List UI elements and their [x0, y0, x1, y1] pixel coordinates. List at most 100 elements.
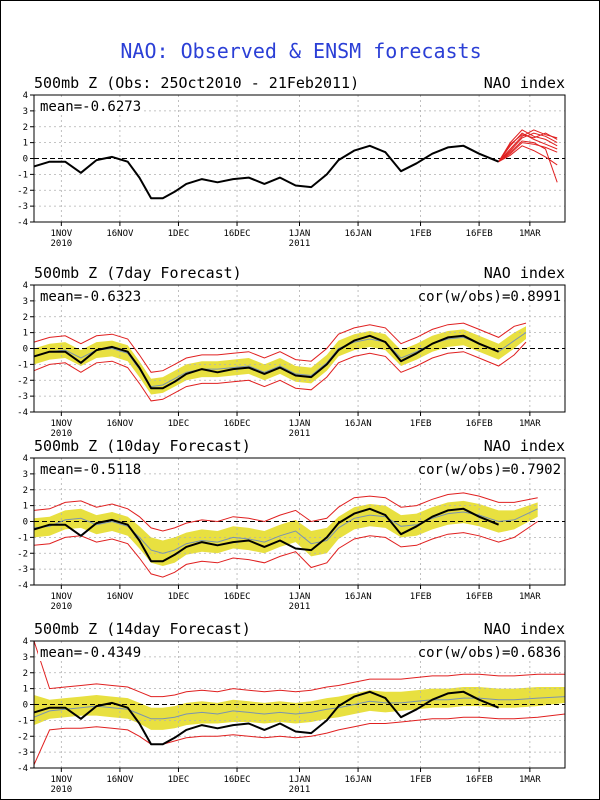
forecast-max-line — [33, 492, 538, 532]
y-tick-label: -1 — [17, 170, 28, 180]
y-tick-label: 3 — [23, 107, 28, 117]
panel-right-title: NAO index — [484, 620, 565, 638]
y-tick-label: -1 — [17, 360, 28, 370]
x-tick-year-label: 2011 — [289, 429, 311, 439]
y-tick-label: 1 — [23, 685, 28, 695]
ensemble-member-line — [498, 129, 558, 163]
x-tick-label: 1NOV — [50, 419, 72, 429]
y-tick-label: 4 — [23, 91, 28, 101]
correlation-label: cor(w/obs)=0.6836 — [418, 645, 561, 661]
observed-line — [33, 507, 499, 563]
x-tick-year-label: 2011 — [289, 239, 311, 249]
mean-label: mean=-0.6273 — [40, 99, 141, 115]
x-tick-label: 16NOV — [106, 229, 134, 239]
y-tick-label: 4 — [23, 637, 28, 647]
x-tick-label: 1DEC — [168, 775, 190, 785]
y-tick-label: -3 — [17, 392, 28, 402]
x-tick-label: 16DEC — [223, 592, 250, 602]
x-tick-label: 1FEB — [410, 592, 432, 602]
x-tick-label: 1DEC — [168, 592, 190, 602]
forecast-min-line — [33, 521, 538, 578]
y-tick-label: -2 — [17, 186, 28, 196]
ensemble-member-line — [498, 132, 558, 163]
x-tick-label: 1NOV — [50, 592, 72, 602]
x-tick-label: 16NOV — [106, 592, 134, 602]
observed-line — [33, 690, 499, 746]
x-tick-year-label: 2010 — [50, 429, 72, 439]
y-tick-label: 4 — [23, 281, 28, 291]
ensemble-member-line — [498, 142, 558, 163]
x-tick-label: 1MAR — [519, 592, 541, 602]
forecast-mean-line — [33, 508, 538, 554]
x-tick-label: 16NOV — [106, 419, 134, 429]
correlation-label: cor(w/obs)=0.8991 — [418, 289, 561, 305]
x-tick-label: 16JAN — [345, 419, 372, 429]
spread-band — [34, 500, 538, 566]
x-tick-label: 16FEB — [466, 592, 493, 602]
panel-right-title: NAO index — [484, 264, 565, 282]
observed-line — [33, 144, 499, 200]
panel-title: 500mb Z (10day Forecast) — [34, 437, 251, 455]
x-tick-label: 1MAR — [519, 419, 541, 429]
x-tick-label: 16DEC — [223, 775, 250, 785]
forecast-max-line — [33, 640, 565, 698]
x-tick-year-label: 2010 — [50, 239, 72, 249]
y-tick-label: -3 — [17, 748, 28, 758]
mean-label-background — [38, 99, 144, 115]
panel-right-title: NAO index — [484, 437, 565, 455]
forecast-mean-line — [33, 696, 566, 720]
x-tick-year-label: 2010 — [50, 602, 72, 612]
ensemble-member-line — [498, 140, 558, 183]
y-tick-label: -4 — [17, 218, 28, 228]
y-tick-label: 0 — [23, 701, 28, 711]
x-tick-label: 1FEB — [410, 775, 432, 785]
spread-band — [34, 687, 565, 730]
x-tick-label: 16FEB — [466, 775, 493, 785]
y-tick-label: 2 — [23, 123, 28, 133]
y-tick-label: 1 — [23, 502, 28, 512]
y-tick-label: 3 — [23, 470, 28, 480]
y-tick-label: 1 — [23, 139, 28, 149]
x-tick-label: 1NOV — [50, 229, 72, 239]
correlation-label-background — [415, 462, 563, 478]
x-tick-label: 1FEB — [410, 419, 432, 429]
forecast-max-line — [33, 322, 527, 373]
observed-line — [33, 334, 499, 390]
x-tick-label: 1JAN — [289, 229, 311, 239]
x-tick-label: 1FEB — [410, 229, 432, 239]
x-tick-label: 1JAN — [289, 775, 311, 785]
y-tick-label: -2 — [17, 549, 28, 559]
correlation-label-background — [415, 645, 563, 661]
y-tick-label: -4 — [17, 764, 28, 774]
y-tick-label: -1 — [17, 716, 28, 726]
y-tick-label: -2 — [17, 732, 28, 742]
correlation-label: cor(w/obs)=0.7902 — [418, 462, 561, 478]
y-tick-label: 4 — [23, 454, 28, 464]
x-tick-label: 1MAR — [519, 775, 541, 785]
panel-title: 500mb Z (Obs: 25Oct2010 - 21Feb2011) — [34, 74, 359, 92]
panel-title: 500mb Z (14day Forecast) — [34, 620, 251, 638]
figure-title: NAO: Observed & ENSM forecasts — [120, 39, 482, 63]
y-tick-label: 0 — [23, 518, 28, 528]
mean-label: mean=-0.4349 — [40, 645, 141, 661]
x-tick-year-label: 2010 — [50, 785, 72, 795]
x-tick-label: 16DEC — [223, 419, 250, 429]
spread-band — [34, 326, 526, 395]
forecast-min-line — [33, 341, 527, 402]
x-tick-label: 16DEC — [223, 229, 250, 239]
panel-title: 500mb Z (7day Forecast) — [34, 264, 242, 282]
y-tick-label: -2 — [17, 376, 28, 386]
x-tick-label: 16NOV — [106, 775, 134, 785]
correlation-label-background — [415, 289, 563, 305]
x-tick-year-label: 2011 — [289, 785, 311, 795]
y-tick-label: 2 — [23, 669, 28, 679]
x-tick-label: 1NOV — [50, 775, 72, 785]
x-tick-year-label: 2011 — [289, 602, 311, 612]
x-tick-label: 16JAN — [345, 592, 372, 602]
ensemble-member-line — [498, 145, 558, 166]
x-tick-label: 16FEB — [466, 419, 493, 429]
mean-label-background — [38, 645, 144, 661]
mean-label: mean=-0.6323 — [40, 289, 141, 305]
y-tick-label: 3 — [23, 653, 28, 663]
